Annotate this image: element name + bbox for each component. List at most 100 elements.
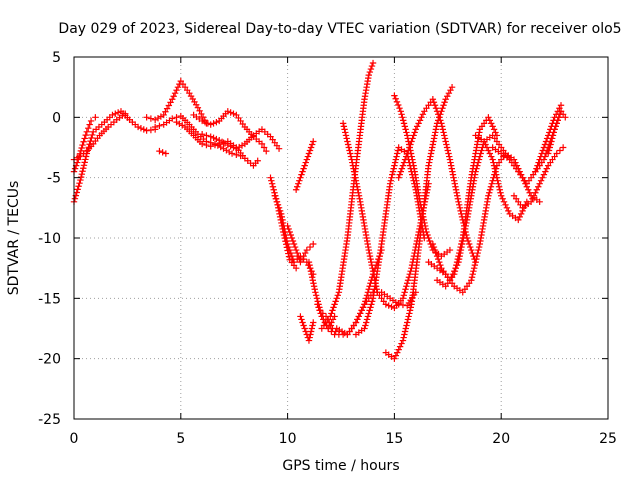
data-point: [365, 71, 372, 79]
data-point: [82, 156, 89, 163]
series-track-31: [532, 102, 565, 175]
data-point: [314, 301, 321, 308]
data-point: [482, 141, 489, 148]
data-point: [505, 207, 512, 215]
data-point: [490, 159, 497, 166]
data-point: [286, 246, 293, 254]
data-point: [547, 141, 554, 148]
series-track-30: [510, 144, 567, 212]
data-point: [406, 307, 414, 314]
data-point: [288, 252, 296, 260]
data-point: [470, 267, 477, 275]
data-point: [400, 117, 407, 124]
data-point: [399, 162, 407, 169]
data-point: [272, 195, 280, 202]
data-point: [401, 123, 409, 130]
data-point: [283, 237, 291, 245]
data-point: [364, 313, 372, 320]
data-point: [109, 111, 116, 119]
data-point: [363, 295, 370, 302]
data-point: [332, 328, 339, 335]
data-point: [260, 144, 268, 151]
data-point: [454, 192, 461, 199]
data-point: [300, 165, 307, 172]
data-point: [440, 129, 447, 136]
data-point: [433, 108, 441, 115]
data-point: [363, 292, 371, 299]
data-point: [294, 183, 301, 190]
data-point: [500, 198, 508, 205]
data-point: [443, 141, 450, 148]
data-point: [220, 145, 227, 152]
data-point: [311, 286, 318, 293]
data-point: [198, 140, 206, 148]
data-point: [78, 170, 86, 178]
data-point: [431, 102, 439, 109]
data-point: [169, 115, 176, 122]
data-point: [440, 102, 447, 109]
data-point: [430, 99, 438, 106]
data-point: [85, 124, 92, 132]
data-point: [286, 228, 293, 236]
data-point: [540, 144, 548, 151]
data-point: [327, 313, 334, 320]
data-point: [496, 186, 503, 193]
data-point: [412, 126, 419, 133]
data-point: [419, 111, 427, 118]
data-point: [312, 292, 320, 299]
series-track-12: [284, 222, 317, 266]
data-point: [430, 243, 438, 251]
data-point: [433, 123, 440, 130]
data-point: [432, 129, 439, 136]
data-point: [316, 307, 323, 314]
data-point: [425, 162, 432, 169]
data-point: [395, 346, 402, 353]
data-point: [455, 198, 462, 205]
data-point: [162, 150, 170, 157]
data-point: [429, 96, 437, 103]
data-point: [309, 322, 316, 329]
data-point: [73, 189, 80, 196]
data-point: [455, 249, 463, 257]
data-point: [492, 168, 499, 175]
data-point: [452, 264, 459, 272]
data-point: [363, 319, 370, 326]
data-point: [549, 132, 557, 139]
data-point: [89, 131, 96, 139]
y-tick-label: -25: [38, 412, 61, 428]
data-point: [368, 301, 375, 308]
data-point: [301, 162, 308, 169]
data-point: [347, 153, 355, 160]
data-point: [201, 118, 209, 126]
x-tick-label: 0: [70, 431, 79, 447]
data-point: [441, 132, 448, 139]
data-point: [354, 186, 361, 193]
data-point: [451, 267, 459, 275]
data-point: [331, 301, 338, 308]
data-point: [542, 168, 549, 175]
data-point: [554, 117, 562, 124]
data-point: [386, 180, 394, 187]
data-point: [441, 99, 448, 106]
data-point: [404, 319, 411, 326]
data-point: [403, 129, 410, 136]
series-track-14: [297, 313, 317, 344]
data-point: [432, 126, 440, 133]
data-point: [365, 246, 372, 254]
data-point: [454, 195, 462, 202]
data-point: [156, 122, 163, 129]
data-point: [230, 110, 237, 117]
data-point: [401, 331, 408, 338]
data-point: [467, 243, 474, 251]
data-point: [226, 148, 233, 156]
data-point: [228, 150, 236, 157]
data-point: [399, 301, 407, 309]
data-point: [154, 114, 162, 122]
data-point: [485, 192, 492, 199]
data-point: [438, 123, 446, 130]
data-point: [308, 271, 315, 278]
data-point: [348, 156, 355, 163]
data-point: [79, 141, 86, 149]
data-point: [451, 177, 458, 184]
data-point: [77, 176, 84, 184]
